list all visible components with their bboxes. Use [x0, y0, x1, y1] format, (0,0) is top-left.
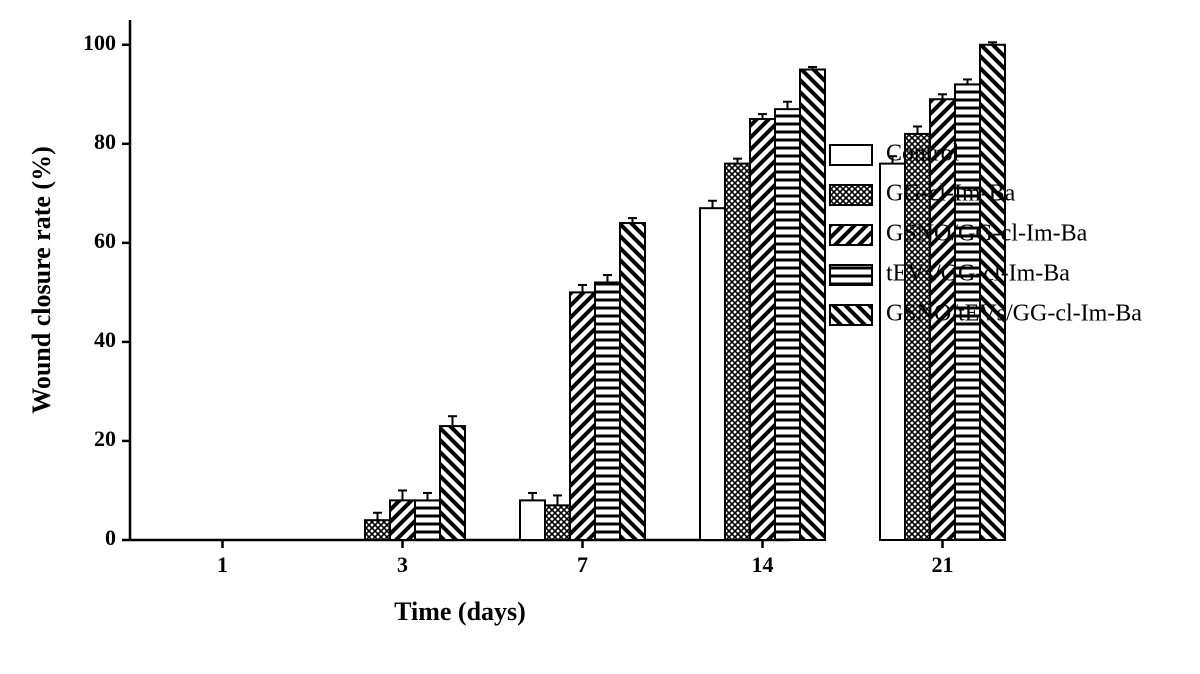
bar	[595, 282, 620, 540]
legend-label: GSNO/tEVs/GG-cl-Im-Ba	[886, 301, 1142, 327]
x-tick-label: 14	[752, 552, 774, 577]
legend-swatch	[830, 185, 872, 205]
bar	[520, 500, 545, 540]
legend-swatch	[830, 225, 872, 245]
wound-closure-bar-chart: 0 20 40 60 80 100 1 3 7 14 21 Wound closure rate (%…	[0, 0, 1200, 674]
bar	[800, 70, 825, 540]
bar	[700, 208, 725, 540]
bar	[980, 45, 1005, 540]
legend-label: GSNO/GG-cl-Im-Ba	[886, 221, 1088, 247]
legend-swatch	[830, 305, 872, 325]
legend-label: tEVs/GG-cl-Im-Ba	[886, 261, 1070, 287]
x-tick-label: 21	[932, 552, 954, 577]
bar	[620, 223, 645, 540]
y-tick-label: 60	[94, 228, 116, 253]
legend-swatch	[830, 145, 872, 165]
bar	[415, 500, 440, 540]
legend-label: Control	[886, 141, 960, 167]
x-tick-label: 1	[217, 552, 228, 577]
bar	[365, 520, 390, 540]
bar	[545, 505, 570, 540]
bar	[750, 119, 775, 540]
y-axis-title: Wound closure rate (%)	[27, 146, 56, 413]
legend-swatch	[830, 265, 872, 285]
bar	[390, 500, 415, 540]
bar	[440, 426, 465, 540]
bar	[775, 109, 800, 540]
bar	[570, 292, 595, 540]
y-tick-label: 80	[94, 129, 116, 154]
y-tick-label: 100	[83, 30, 116, 55]
x-tick-label: 7	[577, 552, 588, 577]
y-tick-label: 0	[105, 525, 116, 550]
x-tick-label: 3	[397, 552, 408, 577]
x-axis-title: Time (days)	[394, 597, 526, 626]
bar	[725, 164, 750, 540]
y-tick-label: 40	[94, 327, 116, 352]
figure-root: 0 20 40 60 80 100 1 3 7 14 21 Wound closure rate (%…	[0, 0, 1200, 674]
y-tick-label: 20	[94, 426, 116, 451]
legend-label: GG-cl-Im-Ba	[886, 181, 1016, 207]
